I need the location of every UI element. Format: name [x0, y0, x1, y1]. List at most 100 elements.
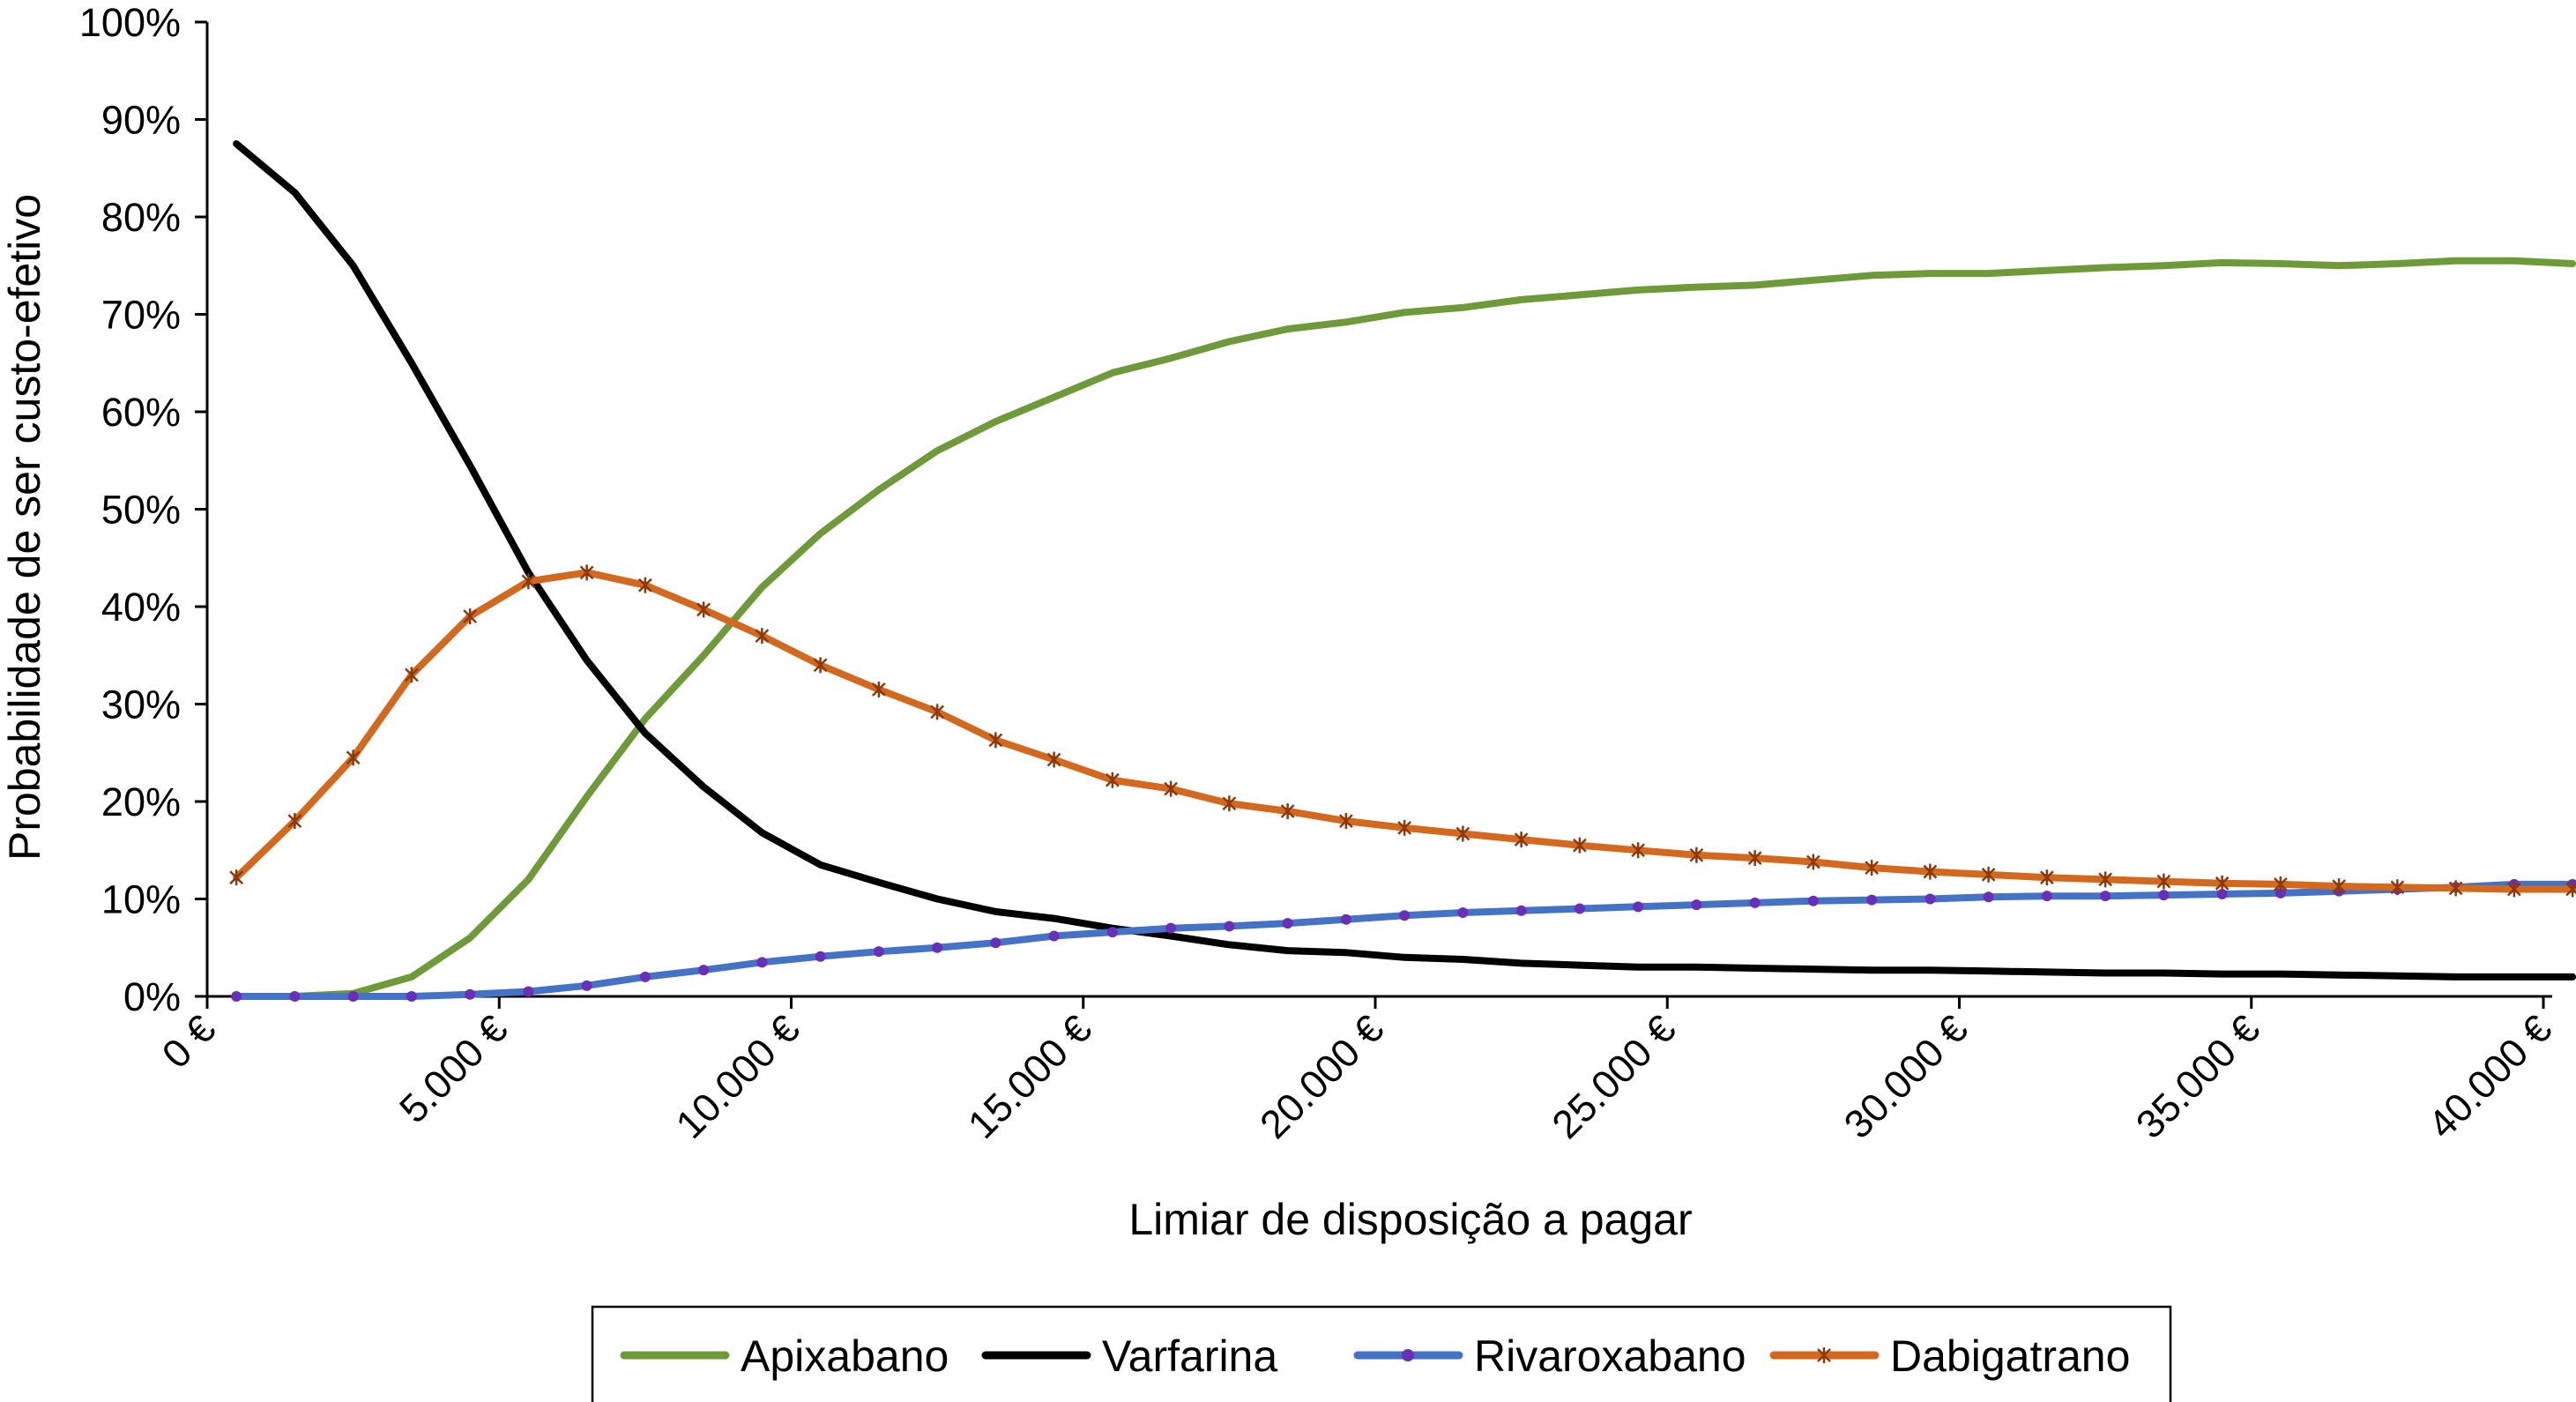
point-rivaroxabano — [406, 991, 417, 1002]
point-dabigatrano — [1514, 832, 1529, 848]
point-rivaroxabano — [2158, 890, 2170, 901]
point-dabigatrano — [813, 657, 828, 674]
legend: Apixabano Varfarina Rivaroxabano Dabigatran… — [591, 1305, 2172, 1402]
y-tick-label: 100% — [79, 0, 181, 45]
point-rivaroxabano — [990, 937, 1001, 949]
point-dabigatrano — [1747, 850, 1762, 867]
point-dabigatrano — [404, 667, 419, 683]
point-rivaroxabano — [1574, 903, 1585, 914]
point-dabigatrano — [696, 601, 711, 618]
point-dabigatrano — [287, 813, 302, 830]
point-dabigatrano — [2039, 869, 2054, 886]
y-tick-label: 80% — [101, 195, 181, 240]
point-rivaroxabano — [1457, 906, 1469, 918]
legend-marker-dabigatrano — [1817, 1347, 1831, 1363]
point-rivaroxabano — [581, 980, 592, 991]
point-rivaroxabano — [639, 971, 651, 982]
point-rivaroxabano — [347, 991, 359, 1002]
legend-label-rivaroxabano: Rivaroxabano — [1474, 1331, 1746, 1381]
point-dabigatrano — [2332, 878, 2347, 895]
point-dabigatrano — [229, 869, 244, 886]
point-rivaroxabano — [1749, 897, 1761, 908]
point-rivaroxabano — [2216, 888, 2228, 899]
point-dabigatrano — [463, 608, 478, 625]
y-tick-label: 60% — [101, 390, 181, 435]
point-rivaroxabano — [1165, 922, 1177, 934]
y-axis-ticks: 0% 10% 20% 30% 40% 50% 60% 70% 80% 90% 100% — [79, 0, 207, 1019]
point-dabigatrano — [1805, 854, 1820, 870]
point-dabigatrano — [1456, 825, 1470, 842]
point-dabigatrano — [521, 573, 536, 590]
legend-marker-rivaroxabano — [1402, 1349, 1414, 1361]
x-tick-label: 30.000 € — [1835, 1006, 1977, 1147]
point-dabigatrano — [1572, 837, 1587, 854]
series-group — [229, 140, 2576, 1002]
point-rivaroxabano — [1983, 891, 1994, 903]
x-tick-label: 25.000 € — [1543, 1006, 1684, 1147]
x-tick-label: 20.000 € — [1251, 1006, 1392, 1147]
y-tick-label: 30% — [101, 682, 181, 727]
point-rivaroxabano — [932, 942, 943, 953]
point-rivaroxabano — [1224, 921, 1235, 932]
x-axis-ticks: 0 €5.000 €10.000 €15.000 €20.000 €25.000… — [153, 996, 2560, 1147]
point-rivaroxabano — [1048, 930, 1060, 942]
point-rivaroxabano — [1866, 894, 1878, 906]
point-dabigatrano — [871, 681, 886, 697]
point-rivaroxabano — [1340, 914, 1351, 925]
point-dabigatrano — [1631, 842, 1646, 859]
point-dabigatrano — [988, 732, 1003, 749]
point-rivaroxabano — [1399, 910, 1411, 921]
y-tick-label: 70% — [101, 293, 181, 338]
legend-label-dabigatrano: Dabigatrano — [1890, 1331, 2130, 1381]
point-rivaroxabano — [873, 946, 884, 958]
series-line-varfarina — [233, 140, 2576, 981]
point-rivaroxabano — [523, 986, 534, 997]
series-line-dabigatrano — [233, 569, 2576, 893]
y-tick-label: 0% — [123, 974, 181, 1019]
point-dabigatrano — [1105, 772, 1120, 788]
y-tick-label: 20% — [101, 779, 181, 824]
point-dabigatrano — [1981, 866, 1996, 883]
x-tick-label: 5.000 € — [391, 1006, 516, 1131]
y-tick-label: 10% — [101, 877, 181, 922]
point-rivaroxabano — [2100, 891, 2111, 902]
series-line-apixabano — [233, 257, 2576, 1000]
point-dabigatrano — [1923, 863, 1938, 880]
x-axis-title: Limiar de disposição a pagar — [1128, 1195, 1692, 1244]
point-rivaroxabano — [1925, 893, 1936, 905]
point-rivaroxabano — [1106, 927, 1118, 938]
point-rivaroxabano — [1633, 901, 1644, 913]
x-tick-label: 10.000 € — [667, 1006, 808, 1147]
point-dabigatrano — [2448, 880, 2463, 897]
y-tick-label: 40% — [101, 585, 181, 630]
point-dabigatrano — [2156, 873, 2171, 890]
point-dabigatrano — [579, 564, 594, 581]
point-rivaroxabano — [231, 991, 242, 1002]
point-dabigatrano — [2098, 871, 2113, 888]
point-dabigatrano — [930, 704, 945, 720]
axes — [205, 22, 2552, 998]
point-dabigatrano — [755, 628, 770, 645]
point-dabigatrano — [1280, 803, 1295, 820]
point-rivaroxabano — [1515, 905, 1527, 916]
point-rivaroxabano — [1282, 918, 1293, 929]
point-dabigatrano — [346, 749, 361, 766]
point-dabigatrano — [2506, 881, 2521, 898]
y-tick-label: 50% — [101, 488, 181, 533]
y-tick-label: 90% — [101, 98, 181, 143]
point-rivaroxabano — [1691, 899, 1702, 911]
point-dabigatrano — [2565, 881, 2576, 898]
y-axis-title: Probabilidade de ser custo-efetivo — [0, 194, 49, 861]
point-rivaroxabano — [756, 957, 768, 968]
x-tick-label: 40.000 € — [2419, 1006, 2560, 1147]
point-rivaroxabano — [465, 988, 476, 1000]
point-dabigatrano — [1397, 819, 1412, 836]
point-dabigatrano — [1164, 780, 1179, 797]
series-line-rivaroxabano — [233, 880, 2576, 1000]
legend-label-varfarina: Varfarina — [1102, 1331, 1277, 1381]
x-tick-label: 15.000 € — [959, 1006, 1100, 1147]
x-tick-label: 35.000 € — [2127, 1006, 2268, 1147]
point-dabigatrano — [1222, 795, 1237, 812]
point-dabigatrano — [1046, 751, 1061, 768]
